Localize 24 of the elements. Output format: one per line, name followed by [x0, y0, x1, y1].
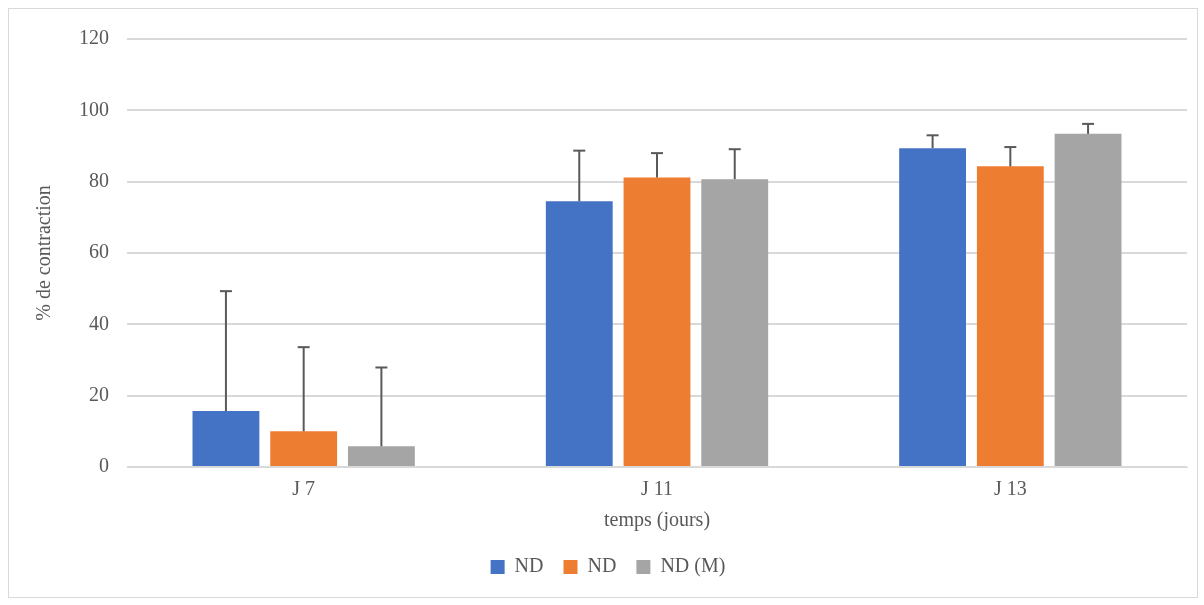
y-tick-label: 60: [89, 240, 109, 263]
bar: [976, 166, 1044, 466]
y-tick-label: 120: [79, 26, 109, 49]
y-tick-label: 80: [89, 168, 109, 191]
bar: [192, 411, 260, 466]
bar: [347, 446, 415, 466]
y-tick-label: 20: [89, 382, 109, 405]
x-tick-label: J 13: [993, 477, 1027, 500]
bar: [623, 177, 691, 466]
y-tick-label: 40: [89, 311, 109, 334]
bar: [545, 201, 613, 466]
bar: [899, 148, 967, 466]
bar: [701, 179, 769, 466]
bar: [270, 431, 338, 466]
legend-label: ND: [587, 554, 617, 577]
y-axis-title: % de contraction: [32, 185, 55, 321]
legend-label: ND (M): [660, 554, 726, 578]
legend-label: ND: [514, 554, 544, 577]
y-tick-label: 100: [79, 97, 109, 120]
x-axis-title: temps (jours): [603, 508, 711, 532]
bar: [1054, 133, 1122, 466]
x-tick-label: J 7: [292, 477, 316, 500]
y-tick-label: 0: [99, 454, 109, 477]
x-tick-label: J 11: [640, 477, 674, 500]
